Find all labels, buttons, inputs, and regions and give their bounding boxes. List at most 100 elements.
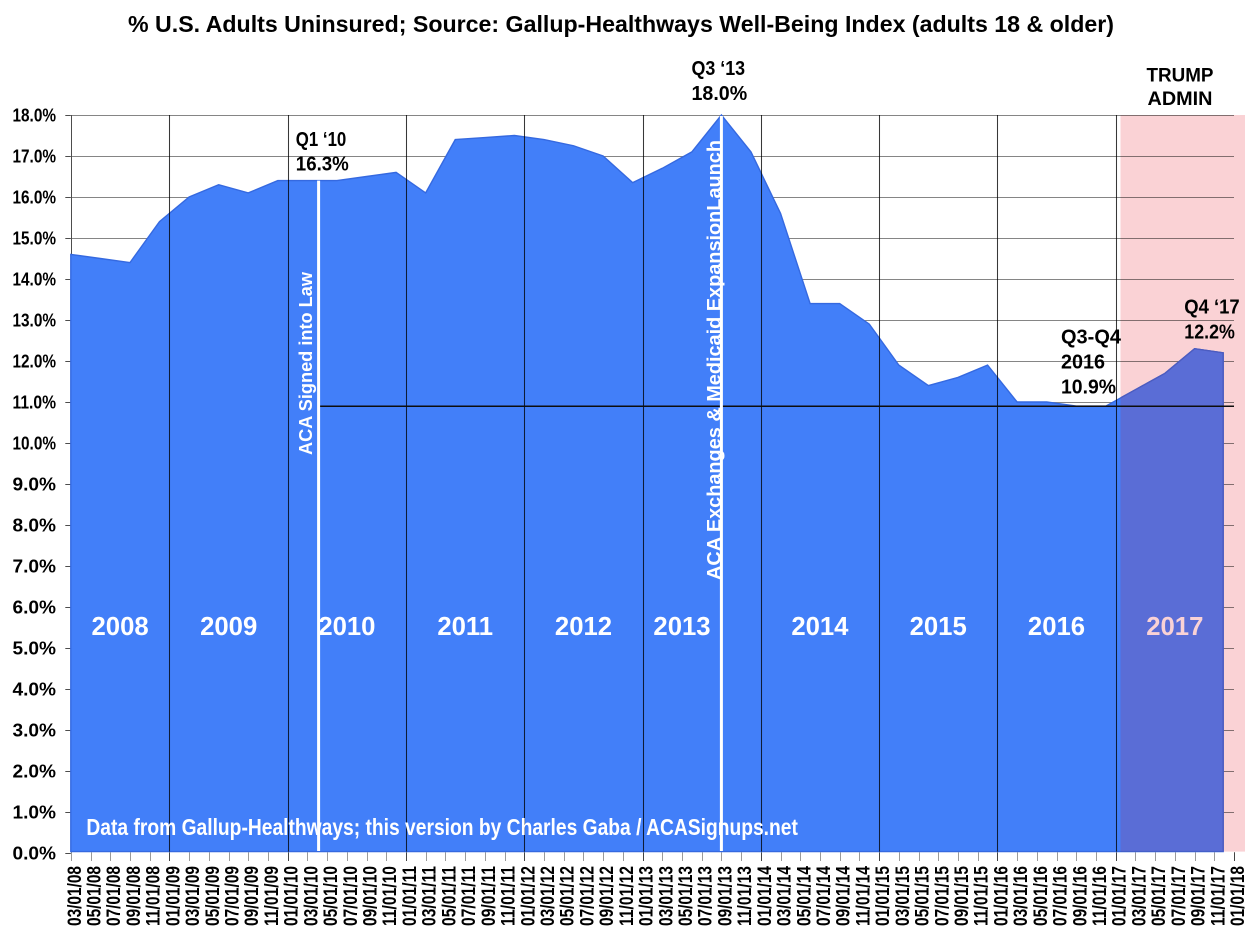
svg-text:03/01/08: 03/01/08 bbox=[65, 866, 86, 926]
svg-text:ACA Exchanges & Medicaid Expan: ACA Exchanges & Medicaid ExpansionLaunch bbox=[704, 140, 726, 580]
svg-text:1.0%: 1.0% bbox=[13, 801, 57, 822]
svg-text:Data from Gallup-Healthways; t: Data from Gallup-Healthways; this versio… bbox=[86, 814, 798, 840]
svg-text:0.0%: 0.0% bbox=[13, 842, 57, 863]
svg-text:07/01/13: 07/01/13 bbox=[696, 866, 717, 926]
svg-text:09/01/16: 09/01/16 bbox=[1070, 866, 1091, 926]
svg-text:11/01/16: 11/01/16 bbox=[1090, 866, 1111, 926]
svg-text:07/01/15: 07/01/15 bbox=[932, 866, 953, 926]
svg-text:11/01/15: 11/01/15 bbox=[972, 866, 993, 926]
svg-text:TRUMP: TRUMP bbox=[1147, 65, 1214, 86]
svg-text:01/01/14: 01/01/14 bbox=[755, 866, 776, 926]
svg-text:05/01/10: 05/01/10 bbox=[321, 866, 342, 926]
svg-text:ADMIN: ADMIN bbox=[1148, 89, 1213, 110]
svg-text:01/01/16: 01/01/16 bbox=[991, 866, 1012, 926]
svg-text:07/01/11: 07/01/11 bbox=[459, 866, 480, 926]
svg-text:5.0%: 5.0% bbox=[13, 637, 57, 658]
svg-text:9.0%: 9.0% bbox=[13, 473, 57, 494]
svg-text:12.0%: 12.0% bbox=[13, 350, 57, 371]
svg-text:16.0%: 16.0% bbox=[13, 186, 57, 207]
svg-text:05/01/16: 05/01/16 bbox=[1031, 866, 1052, 926]
svg-text:07/01/12: 07/01/12 bbox=[577, 866, 598, 926]
svg-text:01/01/15: 01/01/15 bbox=[873, 866, 894, 926]
svg-text:11/01/13: 11/01/13 bbox=[735, 866, 756, 926]
svg-text:03/01/16: 03/01/16 bbox=[1011, 866, 1032, 926]
svg-text:03/01/15: 03/01/15 bbox=[893, 866, 914, 926]
svg-text:09/01/13: 09/01/13 bbox=[715, 866, 736, 926]
svg-text:05/01/08: 05/01/08 bbox=[85, 866, 106, 926]
svg-text:2013: 2013 bbox=[653, 613, 710, 641]
svg-text:18.0%: 18.0% bbox=[13, 104, 57, 125]
svg-text:2011: 2011 bbox=[437, 613, 493, 641]
svg-text:03/01/10: 03/01/10 bbox=[301, 866, 322, 926]
svg-text:11/01/10: 11/01/10 bbox=[380, 866, 401, 926]
svg-text:2.0%: 2.0% bbox=[13, 760, 57, 781]
svg-text:01/01/18: 01/01/18 bbox=[1228, 866, 1245, 926]
svg-text:05/01/11: 05/01/11 bbox=[439, 866, 460, 926]
svg-text:07/01/09: 07/01/09 bbox=[223, 866, 244, 926]
svg-text:Q1 ‘10: Q1 ‘10 bbox=[296, 128, 347, 151]
svg-text:8.0%: 8.0% bbox=[13, 514, 57, 535]
svg-text:6.0%: 6.0% bbox=[13, 596, 57, 617]
svg-text:07/01/10: 07/01/10 bbox=[341, 866, 362, 926]
svg-text:01/01/11: 01/01/11 bbox=[400, 866, 421, 926]
svg-text:03/01/11: 03/01/11 bbox=[420, 866, 441, 926]
svg-text:18.0%: 18.0% bbox=[692, 82, 748, 105]
svg-text:10.0%: 10.0% bbox=[13, 432, 57, 453]
svg-text:Q3-Q4: Q3-Q4 bbox=[1061, 326, 1122, 349]
svg-text:11/01/09: 11/01/09 bbox=[262, 866, 283, 926]
svg-text:09/01/09: 09/01/09 bbox=[242, 866, 263, 926]
svg-text:11/01/08: 11/01/08 bbox=[144, 866, 165, 926]
svg-text:3.0%: 3.0% bbox=[13, 719, 57, 740]
svg-text:01/01/10: 01/01/10 bbox=[282, 866, 303, 926]
svg-text:01/01/12: 01/01/12 bbox=[518, 866, 539, 926]
svg-text:2016: 2016 bbox=[1061, 351, 1105, 374]
svg-text:03/01/17: 03/01/17 bbox=[1129, 866, 1150, 926]
svg-text:% U.S. Adults Uninsured; Sourc: % U.S. Adults Uninsured; Source: Gallup-… bbox=[128, 11, 1114, 37]
svg-text:Q3 ‘13: Q3 ‘13 bbox=[692, 57, 746, 80]
svg-text:09/01/10: 09/01/10 bbox=[361, 866, 382, 926]
svg-text:07/01/08: 07/01/08 bbox=[104, 866, 125, 926]
svg-text:14.0%: 14.0% bbox=[13, 268, 57, 289]
svg-text:03/01/09: 03/01/09 bbox=[183, 866, 204, 926]
svg-text:03/01/12: 03/01/12 bbox=[538, 866, 559, 926]
svg-text:11/01/17: 11/01/17 bbox=[1208, 866, 1229, 926]
svg-text:05/01/13: 05/01/13 bbox=[676, 866, 697, 926]
svg-text:4.0%: 4.0% bbox=[13, 678, 57, 699]
svg-text:ACA Signed into Law: ACA Signed into Law bbox=[295, 271, 316, 455]
svg-text:2014: 2014 bbox=[791, 613, 849, 641]
svg-text:09/01/15: 09/01/15 bbox=[952, 866, 973, 926]
svg-text:2012: 2012 bbox=[555, 613, 612, 641]
svg-text:11.0%: 11.0% bbox=[13, 391, 57, 412]
svg-text:10.9%: 10.9% bbox=[1061, 376, 1116, 399]
svg-text:11/01/11: 11/01/11 bbox=[499, 866, 520, 926]
svg-text:17.0%: 17.0% bbox=[13, 145, 57, 166]
svg-text:13.0%: 13.0% bbox=[13, 309, 57, 330]
svg-text:16.3%: 16.3% bbox=[296, 153, 349, 176]
svg-text:05/01/17: 05/01/17 bbox=[1149, 866, 1170, 926]
svg-text:2017: 2017 bbox=[1146, 613, 1203, 641]
svg-text:09/01/17: 09/01/17 bbox=[1189, 866, 1210, 926]
svg-text:09/01/14: 09/01/14 bbox=[834, 866, 855, 926]
svg-text:09/01/11: 09/01/11 bbox=[479, 866, 500, 926]
svg-text:01/01/09: 01/01/09 bbox=[163, 866, 184, 926]
svg-text:2016: 2016 bbox=[1028, 613, 1085, 641]
svg-text:01/01/13: 01/01/13 bbox=[637, 866, 658, 926]
svg-text:03/01/14: 03/01/14 bbox=[775, 866, 796, 926]
svg-text:07/01/14: 07/01/14 bbox=[814, 866, 835, 926]
svg-text:09/01/12: 09/01/12 bbox=[597, 866, 618, 926]
svg-text:Q4 ‘17: Q4 ‘17 bbox=[1184, 296, 1239, 319]
svg-text:05/01/15: 05/01/15 bbox=[913, 866, 934, 926]
svg-text:07/01/17: 07/01/17 bbox=[1169, 866, 1190, 926]
svg-text:2010: 2010 bbox=[318, 613, 375, 641]
svg-text:15.0%: 15.0% bbox=[13, 227, 57, 248]
svg-text:12.2%: 12.2% bbox=[1184, 321, 1235, 344]
svg-text:7.0%: 7.0% bbox=[13, 555, 57, 576]
svg-text:07/01/16: 07/01/16 bbox=[1051, 866, 1072, 926]
svg-text:2015: 2015 bbox=[910, 613, 967, 641]
svg-text:2009: 2009 bbox=[200, 613, 257, 641]
svg-text:05/01/14: 05/01/14 bbox=[794, 866, 815, 926]
svg-text:03/01/13: 03/01/13 bbox=[656, 866, 677, 926]
svg-text:01/01/17: 01/01/17 bbox=[1110, 866, 1131, 926]
svg-text:05/01/12: 05/01/12 bbox=[558, 866, 579, 926]
svg-text:09/01/08: 09/01/08 bbox=[124, 866, 145, 926]
